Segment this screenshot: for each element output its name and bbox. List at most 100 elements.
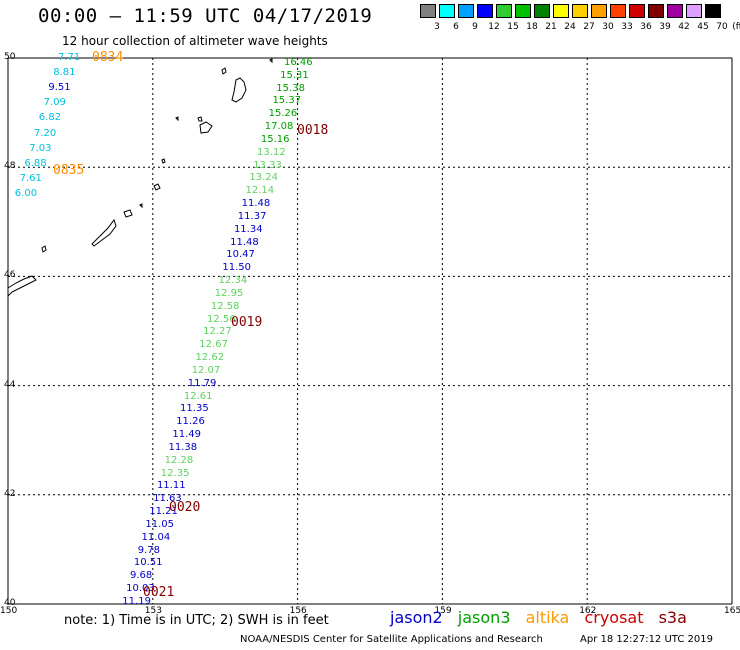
island-6 [161, 158, 166, 164]
swh-value: 12.27 [203, 326, 232, 338]
coastline [7, 58, 273, 297]
colorbar-swatch [515, 4, 531, 18]
island-5 [175, 116, 179, 122]
swh-value: 15.38 [276, 82, 305, 94]
colorbar-swatch [667, 4, 683, 18]
lat-lon-grid [7, 57, 733, 605]
swh-value: 13.24 [249, 172, 278, 184]
swh-value: 11.48 [230, 236, 259, 248]
time-label: 0020 [169, 500, 201, 515]
swh-value: 11.04 [141, 531, 171, 543]
swh-value: 12.62 [195, 352, 225, 364]
island-11 [139, 203, 143, 209]
legend-s3a: s3a [658, 608, 687, 627]
swh-value: 15.16 [260, 133, 290, 145]
lat-tick-label: 44 [4, 379, 16, 390]
colorbar-swatch [477, 4, 493, 18]
lon-tick-label: 153 [144, 606, 162, 616]
island-8 [123, 209, 133, 218]
colorbar-label: 3 [434, 22, 440, 32]
swh-value: 10.47 [226, 249, 255, 261]
swh-value: 12.56 [207, 313, 236, 325]
lat-tick-label: 50 [4, 52, 16, 62]
colorbar-swatch [572, 4, 588, 18]
swh-value: 15.31 [280, 69, 309, 81]
island-9 [91, 218, 117, 247]
colorbar-swatch [534, 4, 550, 18]
lon-tick-label: 150 [0, 606, 18, 616]
swh-value: 11.79 [187, 377, 217, 389]
swh-value: 15.37 [272, 95, 302, 107]
page-title: 00:00 – 11:59 UTC 04/17/2019 [38, 5, 373, 27]
swh-value: 7.03 [29, 142, 52, 154]
swh-value: 11.38 [168, 441, 198, 453]
colorbar-swatch [648, 4, 664, 18]
island-7 [153, 183, 161, 191]
time-label: 0018 [297, 123, 329, 138]
lon-tick-label: 165 [724, 606, 740, 616]
colorbar-label: 30 [602, 22, 614, 32]
swh-value: 6.82 [38, 112, 62, 124]
swh-value: 11.34 [233, 223, 263, 235]
swh-value: 11.35 [180, 403, 209, 415]
colorbar-label: 36 [640, 22, 652, 32]
credit-text: NOAA/NESDIS Center for Satellite Applica… [240, 634, 543, 645]
colorbar-label: 15 [507, 22, 519, 32]
legend-cryosat: cryosat [584, 608, 644, 627]
colorbar-label: 21 [545, 22, 557, 32]
time-label: 0019 [231, 315, 263, 330]
colorbar-label: 9 [472, 22, 478, 32]
legend-jason3: jason3 [457, 608, 511, 627]
swh-value: 11.50 [222, 262, 252, 274]
swh-value: 9.78 [137, 544, 160, 556]
colorbar-unit: (ft) [732, 22, 740, 32]
swh-value: 11.63 [153, 493, 182, 505]
swh-value: 7.20 [34, 127, 57, 139]
island-10 [41, 245, 47, 253]
time-label: 0835 [53, 163, 85, 178]
swh-value: 11.21 [149, 506, 178, 518]
colorbar-swatch [458, 4, 474, 18]
island-4 [197, 116, 203, 122]
swh-value: 16.46 [284, 57, 313, 68]
colorbar-label: 45 [697, 22, 709, 32]
colorbar-label: 12 [488, 22, 500, 32]
time-label: 0834 [92, 50, 124, 65]
colorbar-swatch [610, 4, 626, 18]
swh-value: 11.26 [176, 416, 205, 428]
colorbar-swatch [686, 4, 702, 18]
colorbar-swatch [420, 4, 436, 18]
swh-value: 10.51 [133, 557, 163, 569]
swh-value: 11.05 [145, 518, 175, 530]
island-12 [269, 58, 273, 64]
coast-left [7, 275, 37, 297]
colorbar-label: 42 [678, 22, 690, 32]
lat-tick-label: 48 [4, 161, 16, 172]
colorbar-label: 27 [583, 22, 595, 32]
swh-value: 9.68 [130, 570, 153, 582]
swh-value: 12.67 [199, 339, 228, 351]
swh-value: 7.71 [58, 52, 81, 63]
swh-value: 12.34 [218, 275, 248, 287]
swh-value: 12.14 [245, 185, 275, 197]
swh-value: 6.88 [24, 157, 47, 169]
colorbar-swatch [553, 4, 569, 18]
time-label: 0021 [143, 585, 175, 600]
lat-tick-label: 42 [4, 488, 16, 499]
colorbar-swatch [705, 4, 721, 18]
swh-value: 12.07 [191, 364, 221, 376]
colorbar-swatch [591, 4, 607, 18]
colorbar-swatch [496, 4, 512, 18]
satellite-legend: jason2 jason3 altika cryosat s3a [390, 608, 697, 627]
legend-altika: altika [525, 608, 570, 627]
swh-value: 11.11 [156, 480, 186, 492]
page-subtitle: 12 hour collection of altimeter wave hei… [62, 34, 328, 48]
colorbar-label: 33 [621, 22, 633, 32]
colorbar-label: 24 [564, 22, 576, 32]
swh-value: 12.28 [164, 454, 194, 466]
swh-value: 11.37 [237, 210, 267, 222]
colorbar-label: 39 [659, 22, 671, 32]
note-text: note: 1) Time is in UTC; 2) SWH is in fe… [64, 613, 329, 628]
swh-value: 13.12 [257, 146, 286, 158]
